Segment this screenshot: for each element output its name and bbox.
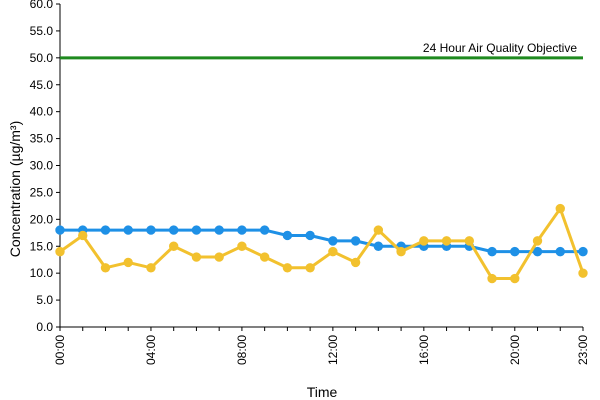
data-point [305, 230, 315, 241]
y-tick-label: 5.0 [36, 293, 53, 307]
series-0 [55, 225, 588, 257]
x-tick-label: 00:00 [53, 335, 67, 365]
data-point [214, 225, 224, 235]
data-point [55, 225, 65, 235]
data-point [532, 246, 543, 257]
x-axis-label: Time [307, 384, 338, 400]
series-1 [55, 203, 588, 284]
data-point [396, 246, 406, 257]
data-point [441, 236, 452, 246]
data-point [555, 246, 565, 257]
y-tick-label: 50.0 [30, 51, 54, 65]
x-tick-label: 08:00 [235, 335, 249, 365]
series-line [60, 228, 583, 254]
y-tick-label: 40.0 [30, 105, 54, 119]
data-point [123, 257, 133, 268]
data-point [487, 273, 497, 284]
data-point [191, 252, 202, 262]
data-point [510, 246, 520, 257]
y-tick-label: 15.0 [30, 239, 54, 253]
data-point [146, 225, 156, 235]
x-ticks: 00:00 04:00 08:00 12:00 16:00 20:00 23:00 [53, 327, 590, 365]
data-point [510, 273, 520, 284]
data-point [100, 263, 111, 273]
data-point [350, 236, 361, 246]
x-tick-label: 12:00 [326, 335, 340, 365]
data-point [464, 236, 475, 246]
reference-line-group: 24 Hour Air Quality Objective [60, 41, 583, 60]
y-tick-label: 35.0 [30, 132, 54, 146]
x-tick-label: 16:00 [417, 335, 431, 365]
y-tick-label: 30.0 [30, 159, 54, 173]
data-point [328, 236, 338, 246]
series-group [55, 203, 588, 284]
data-point [373, 241, 384, 251]
data-point [555, 203, 565, 214]
y-tick-label: 55.0 [30, 24, 54, 38]
data-point [419, 236, 429, 246]
data-point [123, 225, 133, 235]
y-tick-label: 20.0 [30, 212, 54, 226]
data-point [328, 246, 338, 257]
data-point [191, 225, 202, 235]
y-tick-label: 10.0 [30, 266, 54, 280]
data-point [100, 225, 111, 235]
reference-line-label: 24 Hour Air Quality Objective [423, 41, 577, 55]
y-ticks: 0.0 5.0 10.0 15.0 20.0 25.0 30.0 35.0 40.0 45.0 50… [30, 0, 60, 334]
data-point [214, 252, 224, 262]
data-point [78, 230, 88, 241]
data-point [146, 263, 156, 273]
data-point [532, 236, 543, 246]
data-point [487, 246, 497, 257]
data-point [282, 230, 293, 241]
data-point [168, 241, 179, 251]
y-tick-label: 60.0 [30, 0, 54, 11]
data-point [55, 246, 65, 257]
data-point [282, 263, 293, 273]
data-point [373, 225, 384, 235]
data-point [259, 252, 270, 262]
series-line [59, 207, 585, 281]
data-point [305, 263, 315, 273]
y-tick-label: 0.0 [36, 320, 53, 334]
data-point [168, 225, 179, 235]
data-point [259, 225, 270, 235]
data-point [237, 241, 247, 251]
y-axis-label: Concentration (µg/m³) [7, 121, 23, 257]
x-tick-label: 04:00 [144, 335, 158, 365]
y-tick-label: 25.0 [30, 185, 54, 199]
data-point [578, 246, 588, 257]
data-point [350, 257, 361, 268]
x-tick-label: 23:00 [576, 335, 590, 365]
y-tick-label: 45.0 [30, 78, 54, 92]
x-tick-label: 20:00 [508, 335, 522, 365]
data-point [578, 268, 588, 278]
data-point [237, 225, 247, 235]
